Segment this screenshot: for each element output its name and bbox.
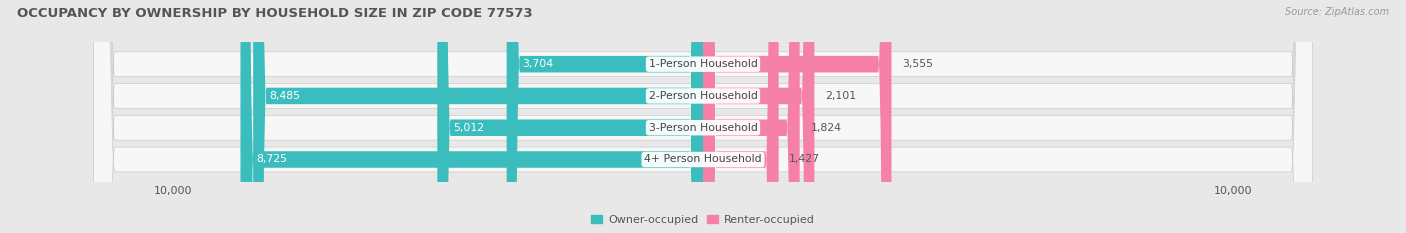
FancyBboxPatch shape: [93, 0, 1313, 233]
FancyBboxPatch shape: [240, 0, 703, 233]
Text: 2,101: 2,101: [825, 91, 856, 101]
Text: 8,485: 8,485: [269, 91, 299, 101]
Text: 3,704: 3,704: [523, 59, 554, 69]
FancyBboxPatch shape: [437, 0, 703, 233]
Text: 5,012: 5,012: [453, 123, 484, 133]
Text: 3-Person Household: 3-Person Household: [648, 123, 758, 133]
Text: 3,555: 3,555: [903, 59, 934, 69]
FancyBboxPatch shape: [93, 0, 1313, 233]
Text: Source: ZipAtlas.com: Source: ZipAtlas.com: [1285, 7, 1389, 17]
Text: 1,427: 1,427: [789, 154, 820, 164]
Text: 4+ Person Household: 4+ Person Household: [644, 154, 762, 164]
Legend: Owner-occupied, Renter-occupied: Owner-occupied, Renter-occupied: [586, 210, 820, 229]
FancyBboxPatch shape: [703, 0, 800, 233]
FancyBboxPatch shape: [253, 0, 703, 233]
Text: OCCUPANCY BY OWNERSHIP BY HOUSEHOLD SIZE IN ZIP CODE 77573: OCCUPANCY BY OWNERSHIP BY HOUSEHOLD SIZE…: [17, 7, 533, 20]
FancyBboxPatch shape: [93, 0, 1313, 233]
Text: 1,824: 1,824: [810, 123, 841, 133]
Text: 1-Person Household: 1-Person Household: [648, 59, 758, 69]
FancyBboxPatch shape: [93, 0, 1313, 233]
Text: 2-Person Household: 2-Person Household: [648, 91, 758, 101]
Text: 8,725: 8,725: [256, 154, 287, 164]
FancyBboxPatch shape: [703, 0, 814, 233]
FancyBboxPatch shape: [506, 0, 703, 233]
FancyBboxPatch shape: [703, 0, 779, 233]
FancyBboxPatch shape: [703, 0, 891, 233]
